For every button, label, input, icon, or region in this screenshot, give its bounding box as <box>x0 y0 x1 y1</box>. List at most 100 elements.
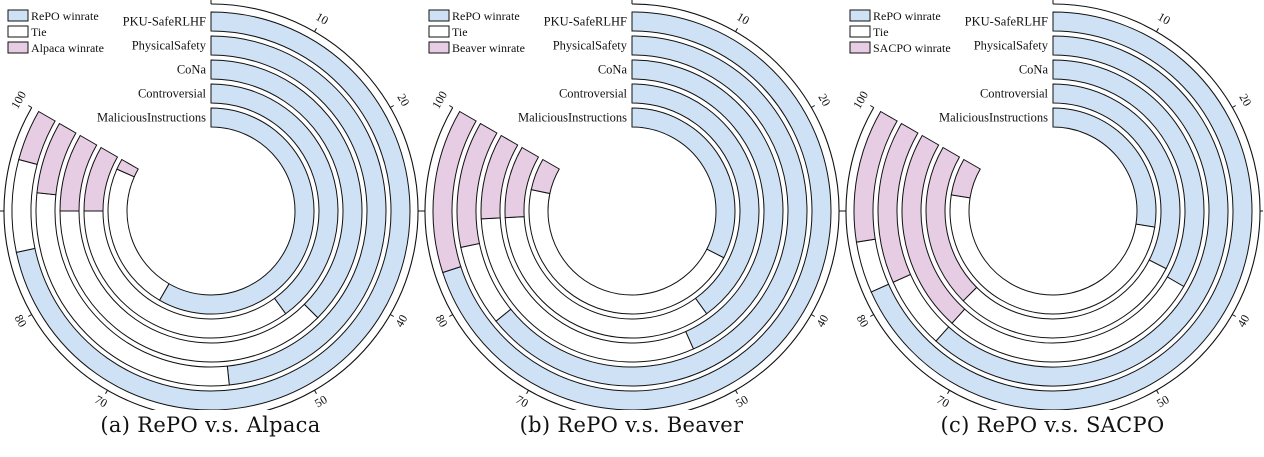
tick-label: 80 <box>433 312 451 329</box>
tick-label: 20 <box>1236 91 1254 108</box>
axis-tick <box>449 105 453 108</box>
radial-chart-b: 0102030405060708090100PKU-SafeRLHFPhysic… <box>421 0 842 410</box>
legend-swatch <box>7 25 29 38</box>
bar-segment <box>442 11 832 410</box>
category-label: CoNa <box>598 63 628 77</box>
bar-segment <box>456 122 498 248</box>
legend-label: Alpaca winrate <box>31 41 104 55</box>
tick-label: 80 <box>854 312 872 329</box>
category-label: MaliciousInstructions <box>518 111 627 125</box>
category-label: CoNa <box>1019 63 1049 77</box>
tick-label: 50 <box>1154 392 1171 410</box>
axis-tick <box>735 390 738 394</box>
axis-tick <box>28 105 32 108</box>
legend-swatch <box>849 25 871 38</box>
category-label: PKU-SafeRLHF <box>544 15 627 29</box>
category-label: Controversial <box>980 87 1049 101</box>
legend-label: Tie <box>873 25 889 39</box>
axis-tick <box>811 105 815 108</box>
bar-segment <box>877 122 919 283</box>
category-label: PKU-SafeRLHF <box>965 15 1048 29</box>
bar-segment <box>530 158 560 195</box>
tick-label: 100 <box>850 89 871 112</box>
radial-chart-c: 0102030405060708090100PKU-SafeRLHFPhysic… <box>842 0 1263 410</box>
legend-label: RePO winrate <box>31 9 99 23</box>
category-label: CoNa <box>177 63 207 77</box>
tick-label: 20 <box>394 91 412 108</box>
bar-segment <box>15 11 411 410</box>
bar-segment <box>950 158 981 199</box>
tick-label: 70 <box>513 392 530 410</box>
tick-label: 20 <box>815 91 833 108</box>
axis-arc <box>3 3 419 410</box>
legend-swatch <box>849 41 871 54</box>
tick-label: 80 <box>12 312 30 329</box>
bar-segment <box>11 158 38 253</box>
axis-tick <box>811 314 815 317</box>
tick-label: 40 <box>1234 312 1252 329</box>
category-label: PhysicalSafety <box>132 39 207 53</box>
category-label: Controversial <box>138 87 207 101</box>
tick-label: 10 <box>734 9 751 27</box>
legend-label: Tie <box>31 25 47 39</box>
axis-tick <box>526 390 529 394</box>
axis-tick <box>870 105 874 108</box>
tick-label: 70 <box>934 392 951 410</box>
axis-tick <box>28 314 32 317</box>
legend-label: RePO winrate <box>452 9 520 23</box>
axis-tick <box>1232 105 1236 108</box>
bar-segment <box>925 146 978 302</box>
bar-segment <box>853 110 898 243</box>
category-label: PKU-SafeRLHF <box>123 15 206 29</box>
bar-segment <box>158 107 315 315</box>
tick-label: 50 <box>312 392 329 410</box>
radial-chart-a: 0102030405060708090100PKU-SafeRLHFPhysic… <box>0 0 421 410</box>
legend-swatch <box>428 25 450 38</box>
chart-panel-b: 0102030405060708090100PKU-SafeRLHFPhysic… <box>421 0 842 457</box>
bar-segment <box>59 134 98 212</box>
bar-segment <box>495 35 808 387</box>
tick-label: 100 <box>429 89 450 112</box>
bar-segment <box>901 134 966 324</box>
legend-label: Tie <box>452 25 468 39</box>
axis-tick <box>449 314 453 317</box>
legend-label: RePO winrate <box>873 9 941 23</box>
category-label: MaliciousInstructions <box>97 111 206 125</box>
tick-label: 40 <box>813 312 831 329</box>
bar-segment <box>83 146 119 212</box>
tick-label: 50 <box>733 392 750 410</box>
axis-tick <box>314 28 317 32</box>
tick-label: 10 <box>313 9 330 27</box>
tick-label: 10 <box>1155 9 1172 27</box>
chart-panel-c: 0102030405060708090100PKU-SafeRLHFPhysic… <box>842 0 1263 457</box>
bar-segment <box>36 122 77 196</box>
legend-label: Beaver winrate <box>452 41 525 55</box>
caption-b: (b) RePO v.s. Beaver <box>519 413 744 437</box>
legend-swatch <box>428 41 450 54</box>
caption-a: (a) RePO v.s. Alpaca <box>100 413 321 437</box>
tick-label: 70 <box>92 392 109 410</box>
legend-swatch <box>849 9 871 22</box>
chart-panel-a: 0102030405060708090100PKU-SafeRLHFPhysic… <box>0 0 421 457</box>
bar-segment <box>432 110 477 274</box>
category-label: PhysicalSafety <box>974 39 1049 53</box>
bar-segment <box>480 134 519 220</box>
caption-c: (c) RePO v.s. SACPO <box>940 413 1165 437</box>
legend-label: SACPO winrate <box>873 41 951 55</box>
axis-tick <box>1156 390 1159 394</box>
bar-segment <box>116 158 139 178</box>
tick-label: 100 <box>8 89 29 112</box>
category-label: MaliciousInstructions <box>939 111 1048 125</box>
bar-segment <box>18 110 56 166</box>
axis-tick <box>390 105 394 108</box>
category-label: PhysicalSafety <box>553 39 628 53</box>
axis-tick <box>1156 28 1159 32</box>
axis-tick <box>105 390 108 394</box>
axis-arc <box>424 3 840 410</box>
axis-tick <box>735 28 738 32</box>
axis-arc <box>845 3 1261 410</box>
axis-tick <box>1232 314 1236 317</box>
bar-segment <box>504 146 540 219</box>
legend-swatch <box>428 9 450 22</box>
